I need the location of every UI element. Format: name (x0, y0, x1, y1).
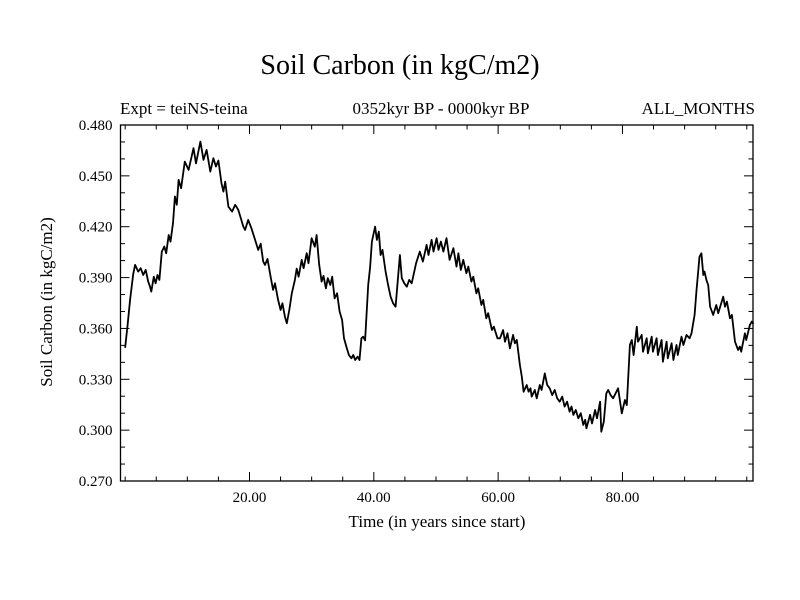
x-tick-label: 40.00 (357, 490, 391, 506)
x-tick-label: 80.00 (606, 490, 640, 506)
x-tick-label: 20.00 (233, 490, 267, 506)
experiment-label: Expt = teiNS-teina (120, 99, 248, 118)
y-tick-label: 0.330 (79, 372, 113, 388)
axes-box (119, 124, 754, 482)
y-tick-label: 0.420 (79, 220, 113, 236)
y-tick-label: 0.360 (79, 321, 113, 337)
y-tick-label: 0.450 (79, 169, 113, 185)
x-tick-label: 60.00 (481, 490, 515, 506)
period-label: 0352kyr BP - 0000kyr BP (352, 99, 530, 118)
y-tick-label: 0.270 (79, 474, 113, 490)
axis-ticks: 20.00 40.00 60.00 80.00 0.270 0.300 0.330 0.360… (79, 118, 753, 506)
chart-title: Soil Carbon (in kgC/m2) (260, 50, 540, 81)
months-label: ALL_MONTHS (641, 99, 755, 118)
y-tick-label: 0.480 (79, 118, 113, 134)
y-tick-label: 0.390 (79, 271, 113, 287)
y-tick-label: 0.300 (79, 423, 113, 439)
x-axis-title: Time (in years since start) (348, 512, 526, 531)
soil-carbon-line (124, 140, 754, 433)
